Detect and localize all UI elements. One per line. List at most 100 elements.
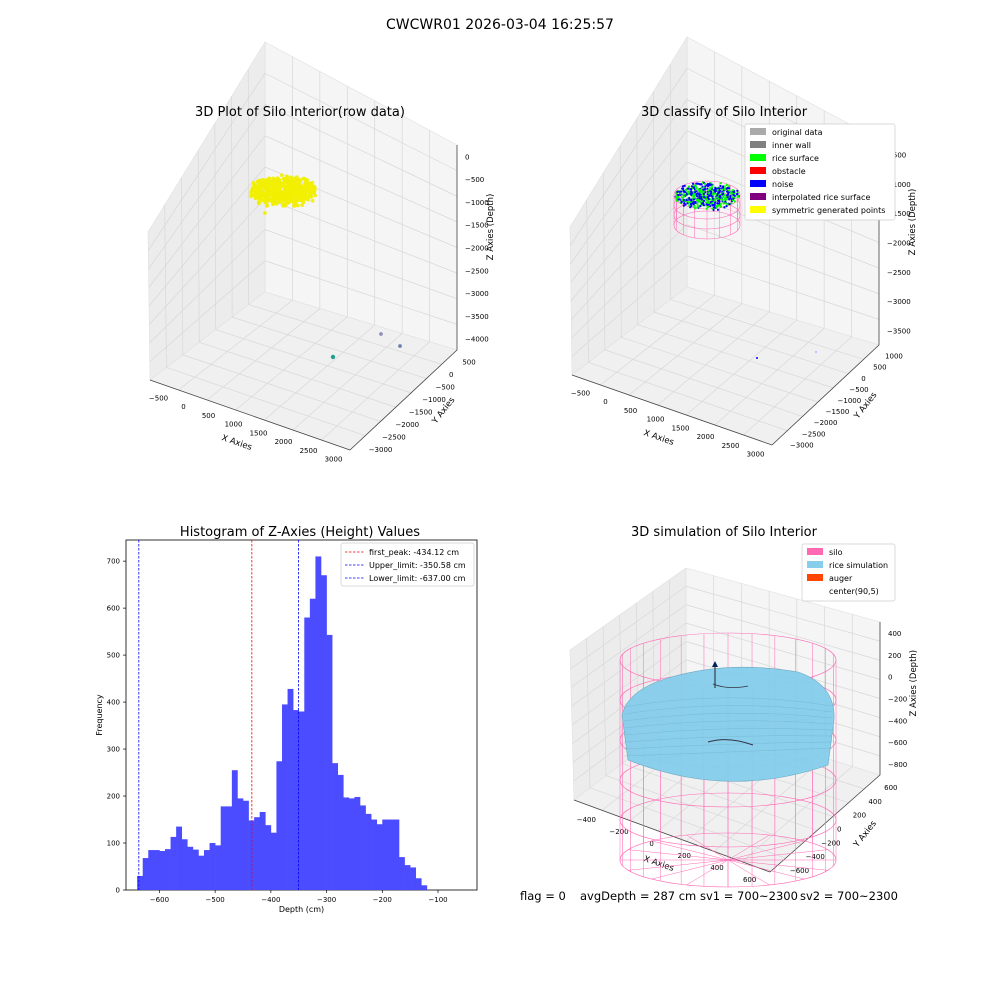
cls-point: [714, 205, 716, 207]
cls-z-tick-label: −2500: [887, 269, 911, 277]
chart-simulation: −400−20002004006006004002000−200−400−600…: [570, 544, 919, 887]
sim-legend-label: silo: [829, 548, 843, 557]
cls-point: [681, 201, 683, 203]
cls-point: [699, 205, 701, 207]
cls-point: [711, 207, 713, 209]
cls-point: [695, 183, 697, 185]
raw-point: [260, 191, 264, 195]
cls-point: [678, 191, 680, 193]
cls-point: [690, 199, 692, 201]
cls-legend-label: rice surface: [772, 154, 819, 163]
cls-point: [681, 199, 683, 201]
sim-legend-label: center(90,5): [829, 587, 879, 596]
raw-point: [294, 195, 298, 199]
raw-z-tick-label: −500: [465, 176, 484, 184]
cls-point: [717, 209, 719, 211]
raw-point: [263, 211, 267, 215]
hist-bar: [143, 858, 149, 890]
sim-z-tick-label: −200: [888, 696, 907, 704]
cls-point: [711, 186, 713, 188]
raw-point: [263, 179, 267, 183]
cls-point: [684, 185, 686, 187]
cls-point: [695, 190, 697, 192]
cls-point: [718, 200, 720, 202]
raw-point: [261, 182, 265, 186]
cls-point: [707, 206, 709, 208]
raw-point: [264, 200, 268, 204]
sim-z-tick-label: 400: [888, 630, 901, 638]
cls-point: [729, 203, 731, 205]
raw-point: [266, 197, 270, 201]
cls-point: [736, 193, 738, 195]
cls-point: [677, 194, 679, 196]
raw-point: [293, 188, 297, 192]
cls-point: [723, 202, 725, 204]
sim-legend-label: rice simulation: [829, 561, 888, 570]
cls-point: [687, 188, 689, 190]
cls-y-tick-label: −2500: [802, 430, 826, 438]
cls-legend-label: original data: [772, 128, 823, 137]
cls-point: [736, 190, 738, 192]
cls-point: [712, 202, 714, 204]
cls-point: [715, 193, 717, 195]
hist-x-tick-label: −400: [261, 896, 280, 904]
raw-point: [284, 186, 288, 190]
hist-x-axis-label: Depth (cm): [279, 905, 324, 914]
cls-point: [695, 202, 697, 204]
chart-simulation-title: 3D simulation of Silo Interior: [631, 525, 818, 540]
hist-bar: [371, 820, 377, 890]
hist-bar: [154, 850, 160, 890]
cls-point: [719, 195, 721, 197]
avg-depth-readout: avgDepth = 287 cm: [580, 889, 696, 903]
hist-bar: [366, 814, 372, 890]
hist-y-axis-label: Frequency: [95, 694, 104, 736]
chart-histogram-title: Histogram of Z-Axies (Height) Values: [180, 525, 420, 540]
hist-bar: [237, 798, 243, 890]
cls-point: [709, 190, 711, 192]
cls-point: [683, 193, 685, 195]
raw-y-tick-label: −1000: [422, 396, 446, 404]
cls-legend-swatch: [750, 141, 766, 148]
hist-legend-label: Lower_limit: -637.00 cm: [369, 574, 466, 583]
cls-point: [730, 202, 732, 204]
hist-bar: [204, 850, 210, 890]
cls-point: [694, 195, 696, 197]
cls-point: [728, 189, 730, 191]
cls-point: [697, 199, 699, 201]
cls-legend-label: inner wall: [772, 141, 811, 150]
hist-bar: [399, 857, 405, 890]
hist-bar: [232, 770, 238, 890]
cls-z-tick-label: −3500: [887, 327, 911, 335]
raw-y-tick-label: 0: [449, 371, 453, 379]
cls-point: [718, 202, 720, 204]
sim-z-tick-label: −400: [888, 717, 907, 725]
cls-point: [707, 197, 709, 199]
raw-outlier-point: [379, 332, 383, 336]
cls-point: [709, 205, 711, 207]
cls-point: [717, 192, 719, 194]
cls-point: [693, 205, 695, 207]
sim-y-tick-label: 200: [853, 812, 866, 820]
cls-point: [724, 198, 726, 200]
raw-x-tick-label: 3000: [325, 456, 343, 464]
cls-x-tick-label: 0: [603, 398, 607, 406]
cls-legend-swatch: [750, 154, 766, 161]
hist-y-tick-label: 700: [107, 558, 120, 566]
sim-legend-swatch: [807, 574, 823, 581]
cls-point: [728, 185, 730, 187]
raw-point: [288, 183, 292, 187]
chart-classify-title: 3D classify of Silo Interior: [641, 105, 808, 120]
hist-y-tick-label: 0: [116, 887, 120, 895]
raw-point: [297, 198, 301, 202]
cls-point: [726, 205, 728, 207]
sim-z-tick-label: −600: [888, 739, 907, 747]
hist-bar: [393, 820, 399, 890]
raw-point: [311, 199, 315, 203]
cls-legend-swatch: [750, 193, 766, 200]
raw-point: [292, 204, 296, 208]
cls-y-tick-label: −3000: [790, 441, 814, 449]
cls-point: [703, 196, 705, 198]
cls-point: [699, 191, 701, 193]
hist-bar: [171, 837, 177, 890]
hist-bar: [321, 575, 327, 890]
